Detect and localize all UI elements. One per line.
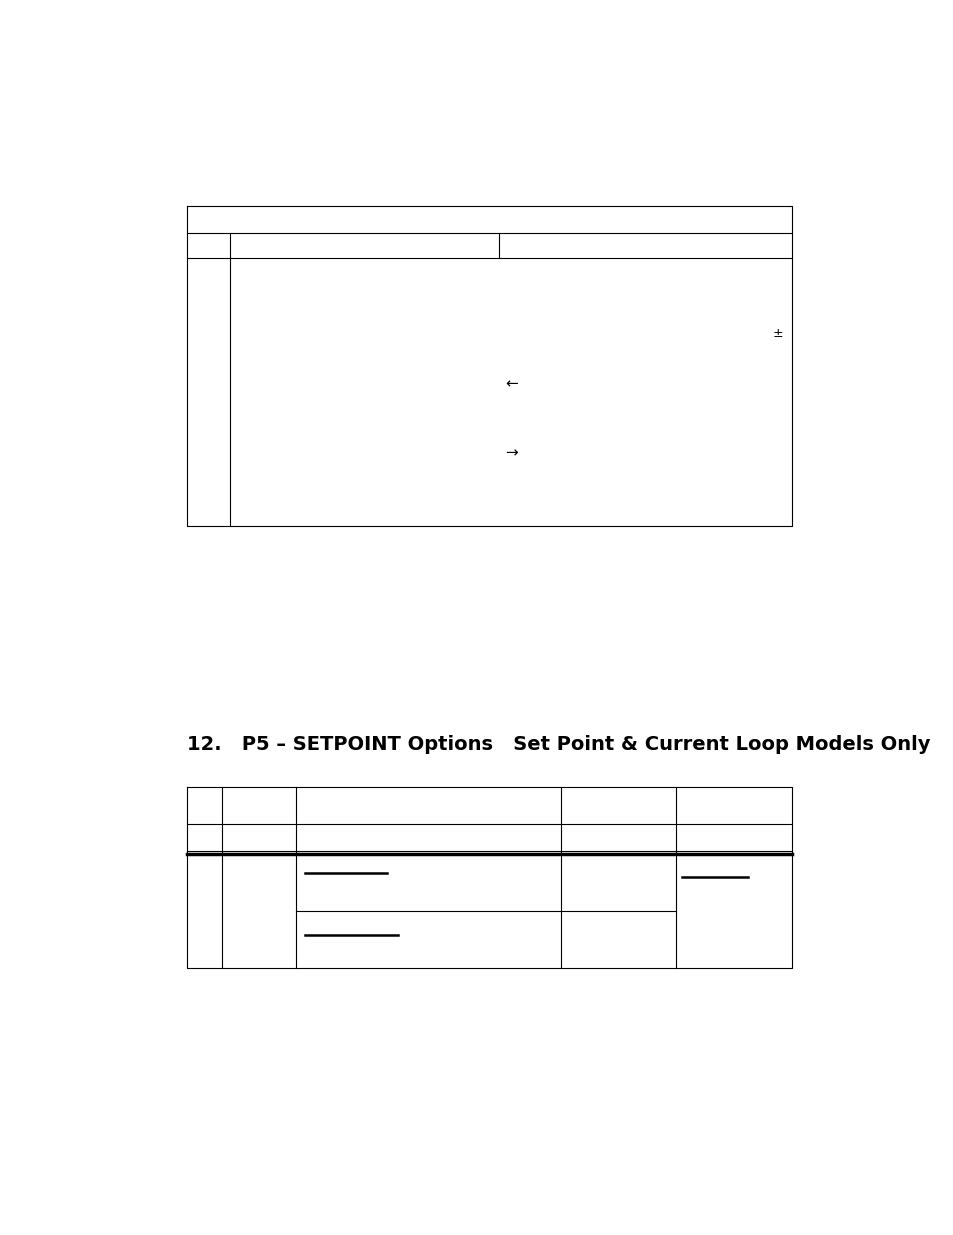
Text: →: → [505, 446, 517, 461]
Text: ±: ± [772, 326, 782, 340]
Text: ←: ← [505, 377, 517, 391]
Text: 12.   P5 – SETPOINT Options   Set Point & Current Loop Models Only: 12. P5 – SETPOINT Options Set Point & Cu… [187, 736, 930, 755]
